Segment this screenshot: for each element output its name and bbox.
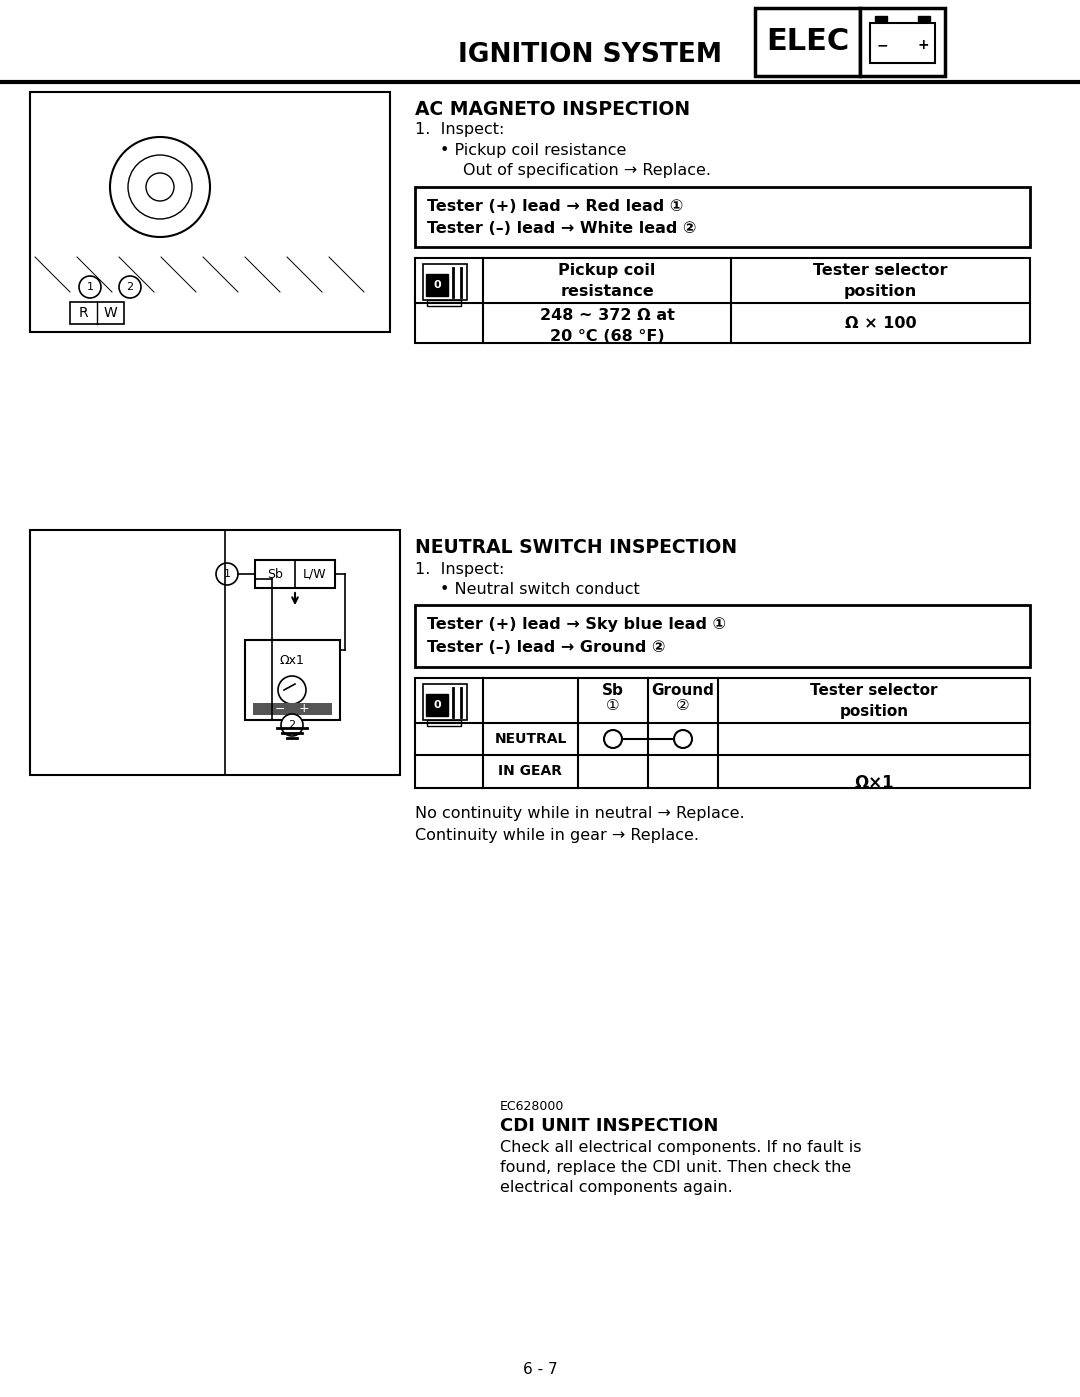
- Text: Ω × 100: Ω × 100: [845, 316, 916, 331]
- Text: CDI UNIT INSPECTION: CDI UNIT INSPECTION: [500, 1118, 718, 1134]
- Bar: [426, 694, 448, 717]
- Text: Out of specification → Replace.: Out of specification → Replace.: [463, 163, 711, 177]
- Circle shape: [216, 563, 238, 585]
- Text: AC MAGNETO INSPECTION: AC MAGNETO INSPECTION: [415, 101, 690, 119]
- Text: NEUTRAL: NEUTRAL: [495, 732, 567, 746]
- Text: L/W: L/W: [303, 567, 327, 581]
- Bar: [255, 560, 335, 588]
- Bar: [415, 258, 1030, 344]
- Bar: [423, 264, 467, 300]
- Text: Sb: Sb: [267, 567, 283, 581]
- Text: −: −: [876, 38, 888, 52]
- Text: +: +: [299, 703, 309, 715]
- Circle shape: [674, 731, 692, 747]
- Text: Tester (–) lead → White lead ②: Tester (–) lead → White lead ②: [427, 221, 697, 236]
- Text: Ωx1: Ωx1: [280, 654, 305, 666]
- Text: 0: 0: [433, 279, 441, 291]
- Text: ①: ①: [606, 698, 620, 712]
- Text: 1: 1: [224, 569, 230, 578]
- Circle shape: [281, 714, 303, 736]
- Text: 2: 2: [126, 282, 134, 292]
- Bar: [415, 678, 1030, 788]
- Bar: [245, 640, 340, 719]
- Bar: [427, 300, 461, 306]
- Text: Sb: Sb: [602, 683, 624, 698]
- Text: 248 ~ 372 Ω at
20 °C (68 °F): 248 ~ 372 Ω at 20 °C (68 °F): [540, 307, 674, 344]
- Text: ②: ②: [676, 698, 690, 712]
- Text: 2: 2: [288, 719, 296, 731]
- Circle shape: [604, 731, 622, 747]
- Text: • Neutral switch conduct: • Neutral switch conduct: [440, 583, 639, 597]
- Text: Pickup coil
resistance: Pickup coil resistance: [558, 263, 656, 299]
- Circle shape: [119, 277, 141, 298]
- Bar: [427, 719, 461, 726]
- Bar: [426, 274, 448, 296]
- Text: 1: 1: [86, 282, 94, 292]
- Text: Ω×1: Ω×1: [854, 774, 894, 792]
- Text: 0: 0: [433, 700, 441, 710]
- Text: • Pickup coil resistance: • Pickup coil resistance: [440, 142, 626, 158]
- Text: +: +: [917, 38, 929, 52]
- Bar: [30, 92, 390, 332]
- Text: No continuity while in neutral → Replace.: No continuity while in neutral → Replace…: [415, 806, 744, 821]
- Bar: [875, 15, 887, 21]
- Bar: [860, 8, 945, 75]
- Text: Tester (–) lead → Ground ②: Tester (–) lead → Ground ②: [427, 640, 665, 655]
- Bar: [30, 529, 400, 775]
- Bar: [423, 685, 467, 719]
- Text: IGNITION SYSTEM: IGNITION SYSTEM: [458, 42, 723, 68]
- Text: Ground: Ground: [651, 683, 715, 698]
- Text: found, replace the CDI unit. Then check the: found, replace the CDI unit. Then check …: [500, 1160, 851, 1175]
- Bar: [415, 605, 1030, 666]
- Circle shape: [79, 277, 102, 298]
- Bar: [415, 187, 1030, 247]
- Text: electrical components again.: electrical components again.: [500, 1180, 732, 1194]
- Text: 1.  Inspect:: 1. Inspect:: [415, 562, 504, 577]
- Text: Check all electrical components. If no fault is: Check all electrical components. If no f…: [500, 1140, 862, 1155]
- Text: IN GEAR: IN GEAR: [499, 764, 563, 778]
- Bar: [755, 8, 860, 75]
- Text: ELEC: ELEC: [766, 28, 849, 56]
- Text: Continuity while in gear → Replace.: Continuity while in gear → Replace.: [415, 828, 699, 842]
- Text: 6 - 7: 6 - 7: [523, 1362, 557, 1377]
- Text: R: R: [78, 306, 87, 320]
- Text: Tester selector
position: Tester selector position: [813, 263, 948, 299]
- Text: W: W: [103, 306, 117, 320]
- Bar: [918, 15, 930, 21]
- Text: EC628000: EC628000: [500, 1099, 565, 1113]
- Bar: [253, 703, 332, 715]
- Text: Tester (+) lead → Sky blue lead ①: Tester (+) lead → Sky blue lead ①: [427, 617, 726, 631]
- Text: Tester (+) lead → Red lead ①: Tester (+) lead → Red lead ①: [427, 198, 684, 214]
- Text: −: −: [274, 703, 285, 715]
- Text: 1.  Inspect:: 1. Inspect:: [415, 122, 504, 137]
- Text: Tester selector
position: Tester selector position: [810, 683, 937, 719]
- Bar: [870, 22, 935, 63]
- Text: NEUTRAL SWITCH INSPECTION: NEUTRAL SWITCH INSPECTION: [415, 538, 738, 557]
- Bar: [70, 302, 124, 324]
